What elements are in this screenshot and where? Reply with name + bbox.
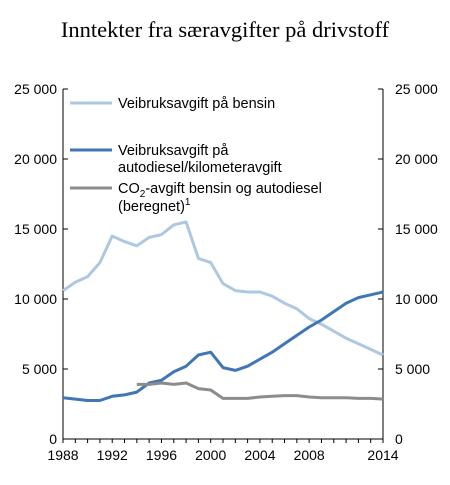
legend-co2-suffix: -avgift bensin og autodiesel (145, 181, 322, 197)
legend-label-bensin: Veibruksavgift på bensin (118, 96, 275, 112)
y-tick-label-right: 5 000 (395, 361, 430, 377)
series-line-co2 (136, 381, 384, 401)
x-tick-label: 1996 (146, 447, 177, 463)
chart-title: Inntekter fra særavgifter på drivstoff (61, 17, 390, 42)
y-tick-label-right: 15 000 (395, 221, 438, 237)
x-axis: 1988 1992 1996 2000 2004 2008 2014 (47, 438, 399, 463)
x-tick-label: 1988 (47, 447, 78, 463)
y-axis-left: 0 5 000 10 000 15 000 20 000 25 000 (14, 81, 68, 447)
x-tick-label: 2014 (367, 447, 398, 463)
x-tick-label: 2004 (244, 447, 275, 463)
x-tick-label: 2000 (195, 447, 226, 463)
legend-label-diesel-line2: autodiesel/kilometeravgift (118, 160, 282, 176)
y-tick-label-right: 0 (395, 431, 403, 447)
y-tick-label-right: 10 000 (395, 291, 438, 307)
legend: Veibruksavgift på bensin Veibruksavgift … (70, 96, 322, 215)
legend-label-diesel-line1: Veibruksavgift på (118, 143, 229, 159)
legend-label-co2-line1: CO2-avgift bensin og autodiesel (118, 181, 322, 200)
plot-series (62, 220, 384, 402)
series-line-diesel (62, 290, 384, 402)
y-tick-label-left: 25 000 (14, 81, 57, 97)
series-line-bensin (62, 220, 384, 357)
y-tick-label-left: 10 000 (14, 291, 57, 307)
x-tick-label: 2008 (294, 447, 325, 463)
legend-label-co2-line2: (beregnet)1 (118, 197, 191, 215)
y-tick-label-right: 25 000 (395, 81, 438, 97)
legend-co2-prefix: CO (118, 181, 140, 197)
legend-co2-beregnet: (beregnet) (118, 199, 185, 215)
x-tick-label: 1992 (97, 447, 128, 463)
y-axis-right: 0 5 000 10 000 15 000 20 000 25 000 (378, 81, 438, 447)
y-tick-label-left: 0 (49, 431, 57, 447)
y-tick-label-left: 20 000 (14, 151, 57, 167)
y-tick-label-left: 15 000 (14, 221, 57, 237)
legend-co2-footnote: 1 (185, 197, 191, 208)
legend-co2-subscript: 2 (140, 189, 146, 200)
y-tick-label-left: 5 000 (22, 361, 57, 377)
y-tick-label-right: 20 000 (395, 151, 438, 167)
